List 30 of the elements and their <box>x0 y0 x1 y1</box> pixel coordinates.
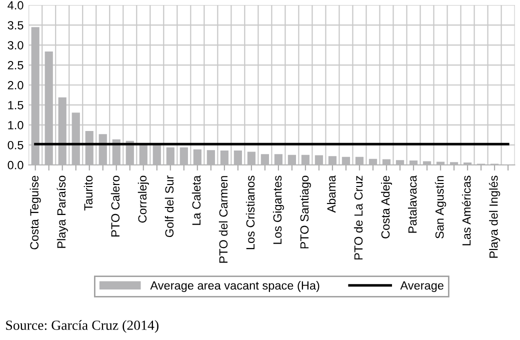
x-tick-label: Playa del Inglés <box>488 176 500 258</box>
x-tick-label: PTO de La Cruz <box>354 176 363 260</box>
x-tick-label: Playa Paraíso <box>56 176 68 248</box>
x-tick-label: Patalavaca <box>408 175 417 233</box>
legend-label: Average <box>400 281 444 292</box>
x-tick-label: Taurito <box>84 176 93 210</box>
y-tick-label: 4.0 <box>8 1 24 10</box>
x-tick-label: Abama <box>326 175 336 213</box>
x-tick-label: Los Gigantes <box>272 176 284 244</box>
y-tick-label: 3.5 <box>8 21 24 30</box>
x-tick-label: Los Cristianos <box>246 176 255 250</box>
y-tick-label: 2.5 <box>8 61 24 70</box>
y-tick-label: 1.5 <box>8 101 24 110</box>
x-tick-label: La Caleta <box>192 175 201 225</box>
x-tick-label: Costa Teguise <box>30 176 41 250</box>
x-tick-label: Golf del Sur <box>164 176 174 238</box>
x-tick-label: San Agustín <box>434 176 446 238</box>
x-tick-label: Costa Adeje <box>380 176 392 238</box>
y-tick-label: 3.0 <box>8 41 24 50</box>
source-note: Source: García Cruz (2014) <box>6 320 158 333</box>
y-tick-label: 0.5 <box>8 140 24 150</box>
x-tick-label: PTO Santiago <box>300 176 311 248</box>
x-tick-label: Las Américas <box>462 176 471 246</box>
y-tick-label: 1.0 <box>8 120 24 130</box>
x-tick-label: PTO del Carmen <box>218 176 228 263</box>
x-tick-label: PTO Calero <box>110 176 120 236</box>
legend-label: Average area vacant space (Ha) <box>150 280 320 292</box>
x-tick-label: Corralejo <box>138 176 149 223</box>
y-tick-label: 2.0 <box>8 81 24 90</box>
y-tick-label: 0.0 <box>8 160 24 170</box>
